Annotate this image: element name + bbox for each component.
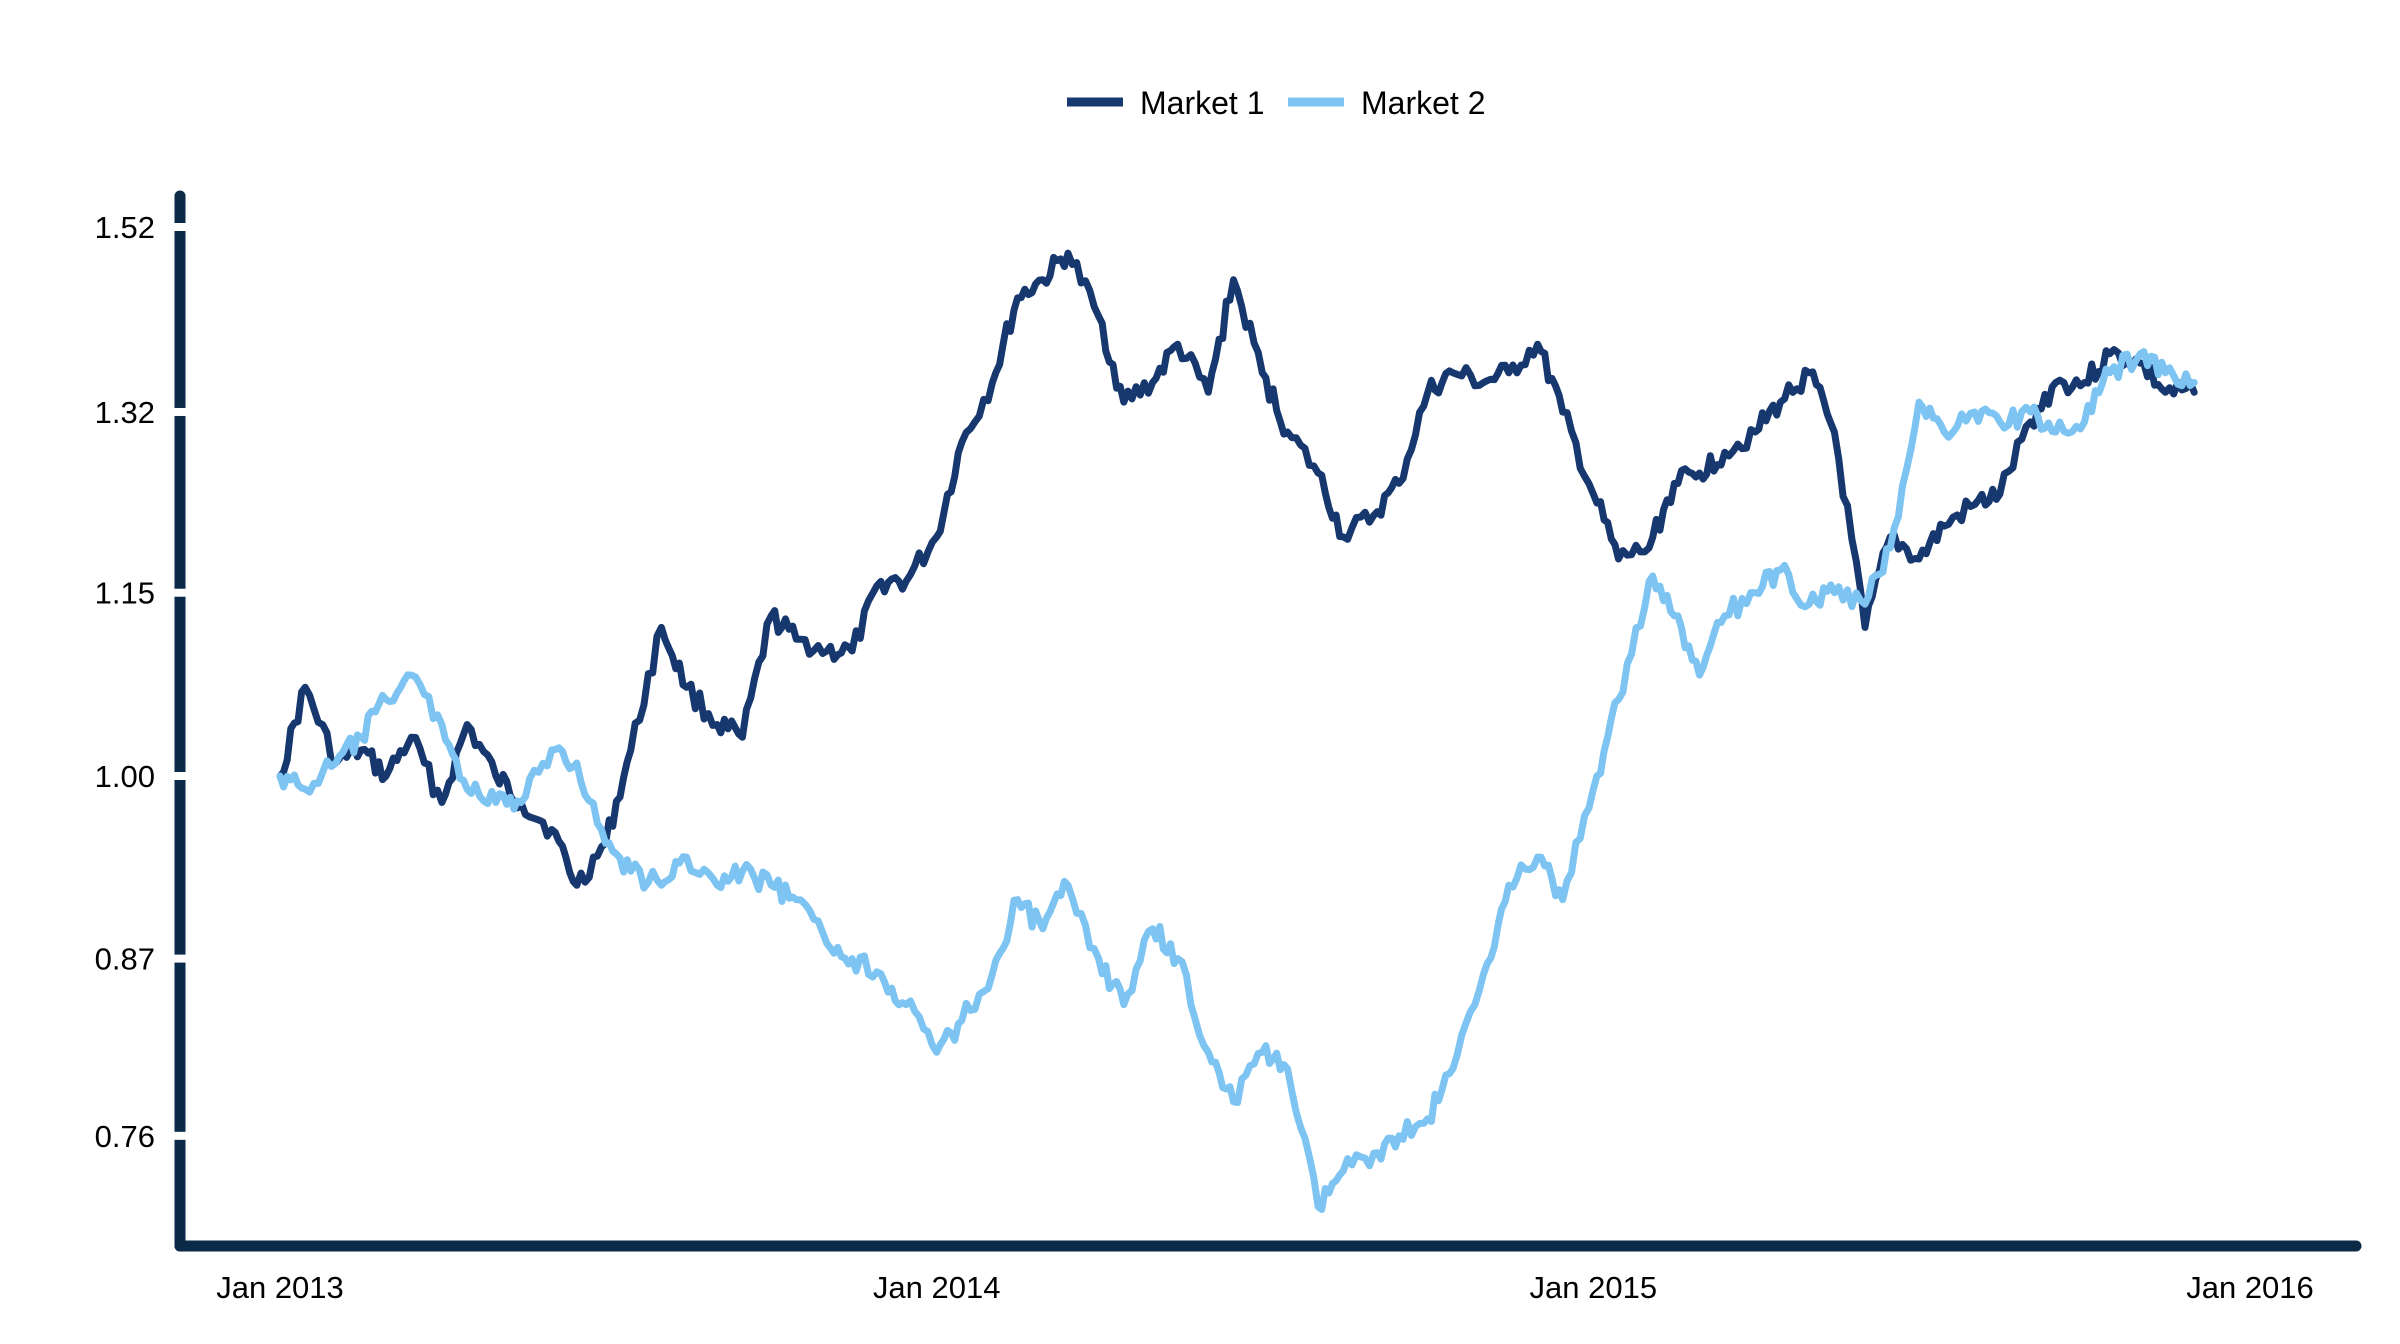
legend-item: Market 1 — [1067, 85, 1264, 121]
x-tick-label: Jan 2014 — [873, 1270, 1001, 1305]
series-lines — [276, 249, 2198, 1213]
legend: Market 1 Market 2 — [1067, 85, 1485, 121]
x-tick-label: Jan 2015 — [1530, 1270, 1658, 1305]
y-tick-label: 0.87 — [95, 942, 155, 977]
y-tick-label: 1.15 — [95, 576, 155, 611]
y-tick-label: 1.00 — [95, 759, 155, 794]
x-tick-label: Jan 2013 — [216, 1270, 344, 1305]
series-line-2 — [276, 348, 2198, 1213]
y-tick-label: 1.52 — [95, 210, 155, 245]
legend-item: Market 2 — [1288, 85, 1485, 121]
series-line-1 — [276, 249, 2198, 889]
legend-label: Market 1 — [1140, 85, 1264, 121]
legend-label: Market 2 — [1361, 85, 1485, 121]
x-tick-label: Jan 2016 — [2186, 1270, 2314, 1305]
x-axis: Jan 2013 Jan 2014 Jan 2015 Jan 2016 — [174, 1240, 2362, 1305]
y-axis: 0.76 0.87 1.00 1.15 1.32 1.52 — [95, 190, 188, 1252]
y-tick-label: 1.32 — [95, 395, 155, 430]
y-tick-label: 0.76 — [95, 1119, 155, 1154]
